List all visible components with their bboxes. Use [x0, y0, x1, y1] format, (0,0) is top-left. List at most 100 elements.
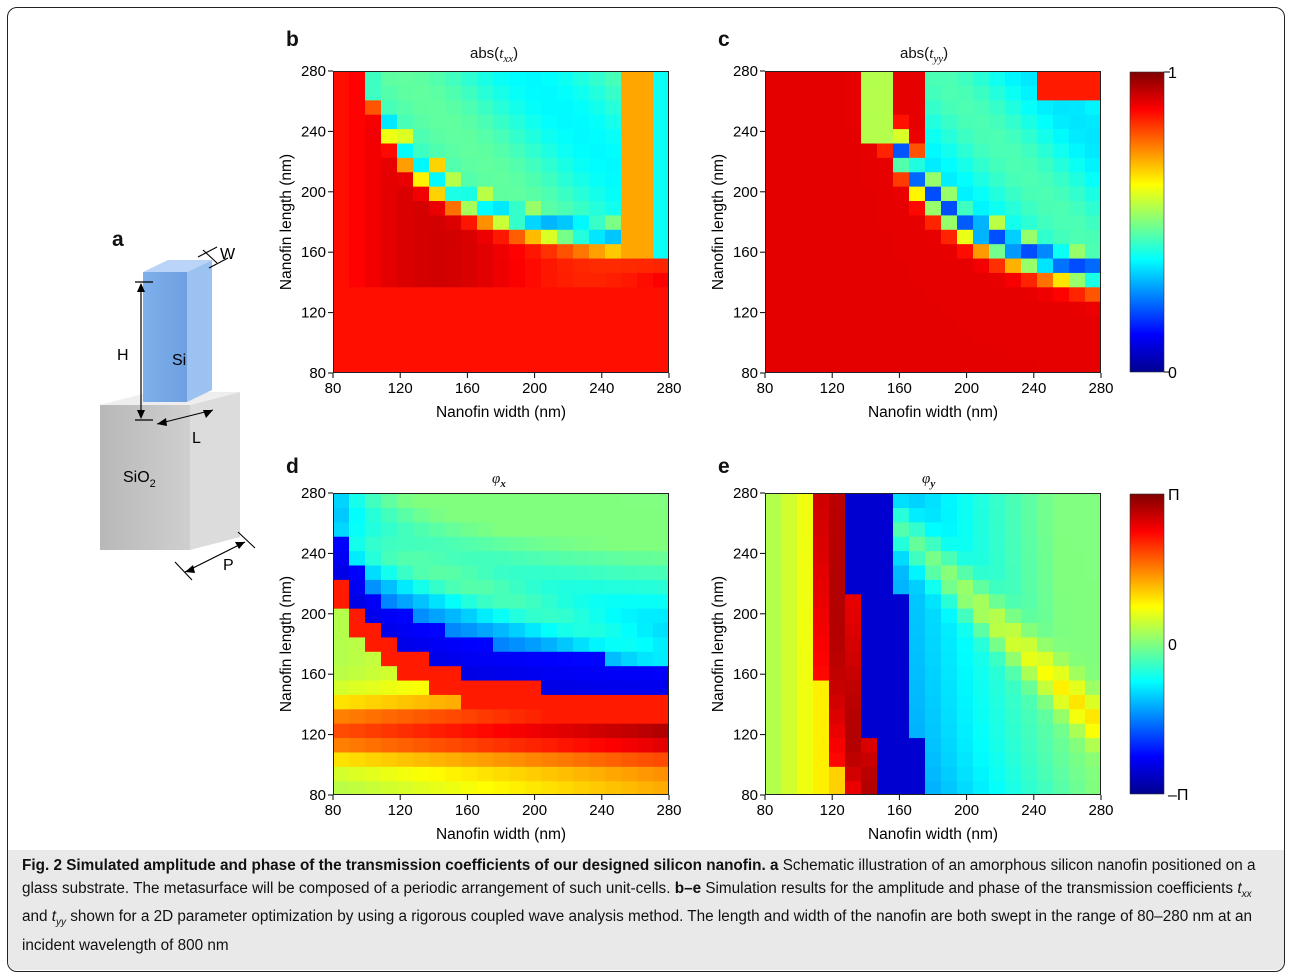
heatmap-cell	[349, 272, 366, 288]
heatmap-cell	[957, 171, 974, 187]
heatmap-cell	[877, 636, 894, 652]
heatmap-cell	[605, 708, 622, 724]
heatmap-cell	[493, 229, 510, 245]
heatmap-cell	[765, 358, 782, 373]
heatmap-cell	[877, 85, 894, 101]
heatmap-cell	[941, 257, 958, 273]
heatmap-cell	[653, 694, 669, 710]
heatmap-cell	[1005, 229, 1022, 245]
heatmap-cell	[1069, 493, 1086, 508]
heatmap-cell	[637, 751, 654, 767]
heatmap-cell	[765, 272, 782, 288]
heatmap-cell	[429, 493, 446, 508]
heatmap-cell	[925, 521, 942, 537]
heatmap-cell	[365, 128, 382, 144]
heatmap-cell	[781, 723, 798, 739]
heatmap-cell	[365, 329, 382, 345]
heatmap-cell	[925, 157, 942, 173]
heatmap-cell	[333, 128, 350, 144]
heatmap-cell	[1053, 723, 1070, 739]
heatmap-cell	[557, 358, 574, 373]
heatmap-cell	[765, 257, 782, 273]
heatmap-cell	[573, 329, 590, 345]
heatmap-cell	[957, 521, 974, 537]
heatmap-cell	[829, 550, 846, 566]
heatmap-cell	[621, 243, 638, 259]
heatmap-cell	[413, 243, 430, 259]
heatmap-cell	[397, 708, 414, 724]
heatmap-cell	[541, 665, 558, 681]
heatmap-cell	[989, 99, 1006, 115]
heatmap-cell	[333, 157, 350, 173]
heatmap-cell	[333, 329, 350, 345]
heatmap-cell	[573, 200, 590, 216]
heatmap-cell	[621, 344, 638, 360]
heatmap-cell	[493, 142, 510, 158]
heatmap-cell	[941, 214, 958, 230]
heatmap-cell	[925, 171, 942, 187]
heatmap-cell	[557, 128, 574, 144]
heatmap-cell	[925, 243, 942, 259]
heatmap-cell	[333, 622, 350, 638]
heatmap-cell	[621, 128, 638, 144]
heatmap-cell	[893, 114, 910, 130]
heatmap-cell	[893, 694, 910, 710]
heatmap-cell	[909, 315, 926, 331]
heatmap-cell	[1085, 186, 1101, 202]
heatmap-cell	[525, 286, 542, 302]
heatmap-cell	[653, 579, 669, 595]
heatmap-cell	[829, 301, 846, 317]
heatmap-cell	[365, 780, 382, 795]
heatmap-cell	[397, 142, 414, 158]
heatmap-cell	[493, 200, 510, 216]
heatmap-cell	[989, 128, 1006, 144]
heatmap-cell	[973, 751, 990, 767]
heatmap-cell	[653, 71, 669, 86]
heatmap-cell	[637, 737, 654, 753]
heatmap-cell	[845, 737, 862, 753]
heatmap-cell	[637, 171, 654, 187]
heatmap-cell	[909, 723, 926, 739]
heatmap-cell	[461, 186, 478, 202]
heatmap-cell	[493, 493, 510, 508]
heatmap-cell	[813, 272, 830, 288]
heatmap-cell	[909, 157, 926, 173]
heatmap-cell	[1085, 608, 1101, 624]
heatmap-cell	[509, 536, 526, 552]
heatmap-cell	[1037, 114, 1054, 130]
heatmap-cell	[765, 301, 782, 317]
heatmap-cell	[445, 723, 462, 739]
heatmap-cell	[973, 272, 990, 288]
heatmap-cell	[349, 214, 366, 230]
heatmap-cell	[989, 593, 1006, 609]
heatmap-cell	[637, 665, 654, 681]
heatmap-cell	[429, 99, 446, 115]
heatmap-cell	[349, 358, 366, 373]
heatmap-cell	[1069, 737, 1086, 753]
heatmap-cell	[1037, 665, 1054, 681]
heatmap-cell	[445, 737, 462, 753]
heatmap-cell	[413, 257, 430, 273]
heatmap-cell	[493, 622, 510, 638]
heatmap-cell	[1053, 651, 1070, 667]
heatmap-cell	[1037, 186, 1054, 202]
heatmap-cell	[845, 694, 862, 710]
heatmap-cell	[397, 272, 414, 288]
heatmap-cell	[509, 679, 526, 695]
heatmap-cell	[413, 186, 430, 202]
heatmap-cell	[413, 564, 430, 580]
heatmap-cell	[541, 751, 558, 767]
heatmap-cell	[509, 636, 526, 652]
heatmap-cell	[765, 723, 782, 739]
heatmap-cell	[637, 550, 654, 566]
heatmap-cell	[429, 243, 446, 259]
heatmap-cell	[429, 694, 446, 710]
heatmap-cell	[637, 723, 654, 739]
heatmap-cell	[797, 128, 814, 144]
heatmap-cell	[1053, 737, 1070, 753]
heatmap-cell	[829, 315, 846, 331]
heatmap-cell	[573, 708, 590, 724]
heatmap-cell	[877, 665, 894, 681]
heatmap-cell	[333, 200, 350, 216]
heatmap-cell	[349, 651, 366, 667]
